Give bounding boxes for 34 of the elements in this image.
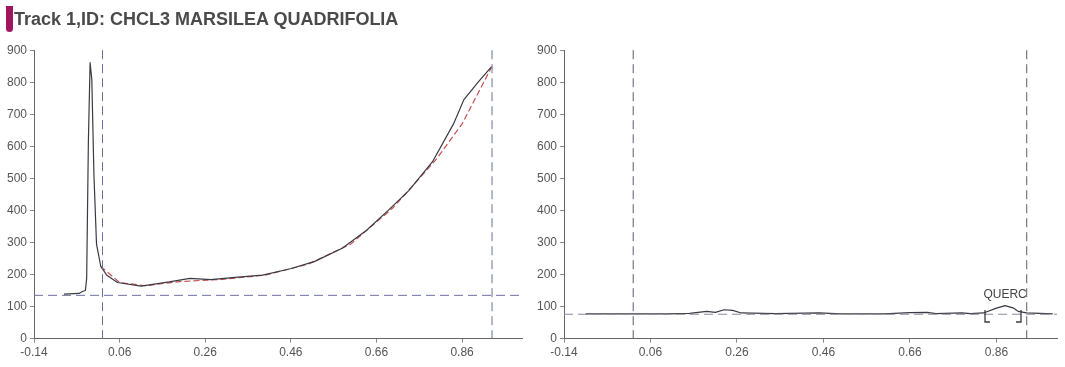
y-tick-label: 500 [6,170,28,185]
x-tick-label: -0.14 [550,345,579,360]
y-tick-label: 300 [536,234,558,249]
x-tick-label: 0.06 [107,345,132,360]
y-tick-label: 400 [6,202,28,217]
y-tick-label: 900 [6,42,28,57]
y-tick-label: 200 [536,266,558,281]
y-tick-label: 0 [550,330,558,345]
y-tick-label: 400 [536,202,558,217]
y-tick-label: 0 [20,330,28,345]
y-tick-label: 800 [536,74,558,89]
x-tick-label: 0.66 [364,345,389,360]
x-tick-label: 0.26 [193,345,218,360]
chart-title: Track 1,ID: CHCL3 MARSILEA QUADRIFOLIA [14,8,399,30]
x-tick-label: -0.14 [20,345,49,360]
x-tick-label: 0.46 [811,345,836,360]
x-tick-label: 0.46 [279,345,303,360]
y-tick-label: 200 [6,266,28,281]
y-tick-label: 100 [6,298,28,313]
y-tick-label: 600 [6,138,28,153]
y-tick-label: 700 [6,106,28,121]
y-tick-label: 900 [536,42,558,57]
x-tick-label: 0.86 [450,345,475,360]
y-tick-label: 800 [6,74,28,89]
y-tick-label: 600 [536,138,558,153]
y-tick-label: 300 [6,234,28,249]
x-tick-label: 0.86 [984,345,1009,360]
annotation: QUERC [983,286,1028,301]
x-tick-label: 0.66 [898,345,922,360]
y-tick-label: 700 [536,106,558,121]
x-tick-label: 0.26 [725,345,749,360]
x-tick-label: 0.06 [638,345,663,360]
y-tick-label: 500 [536,170,558,185]
y-tick-label: 100 [536,298,558,313]
